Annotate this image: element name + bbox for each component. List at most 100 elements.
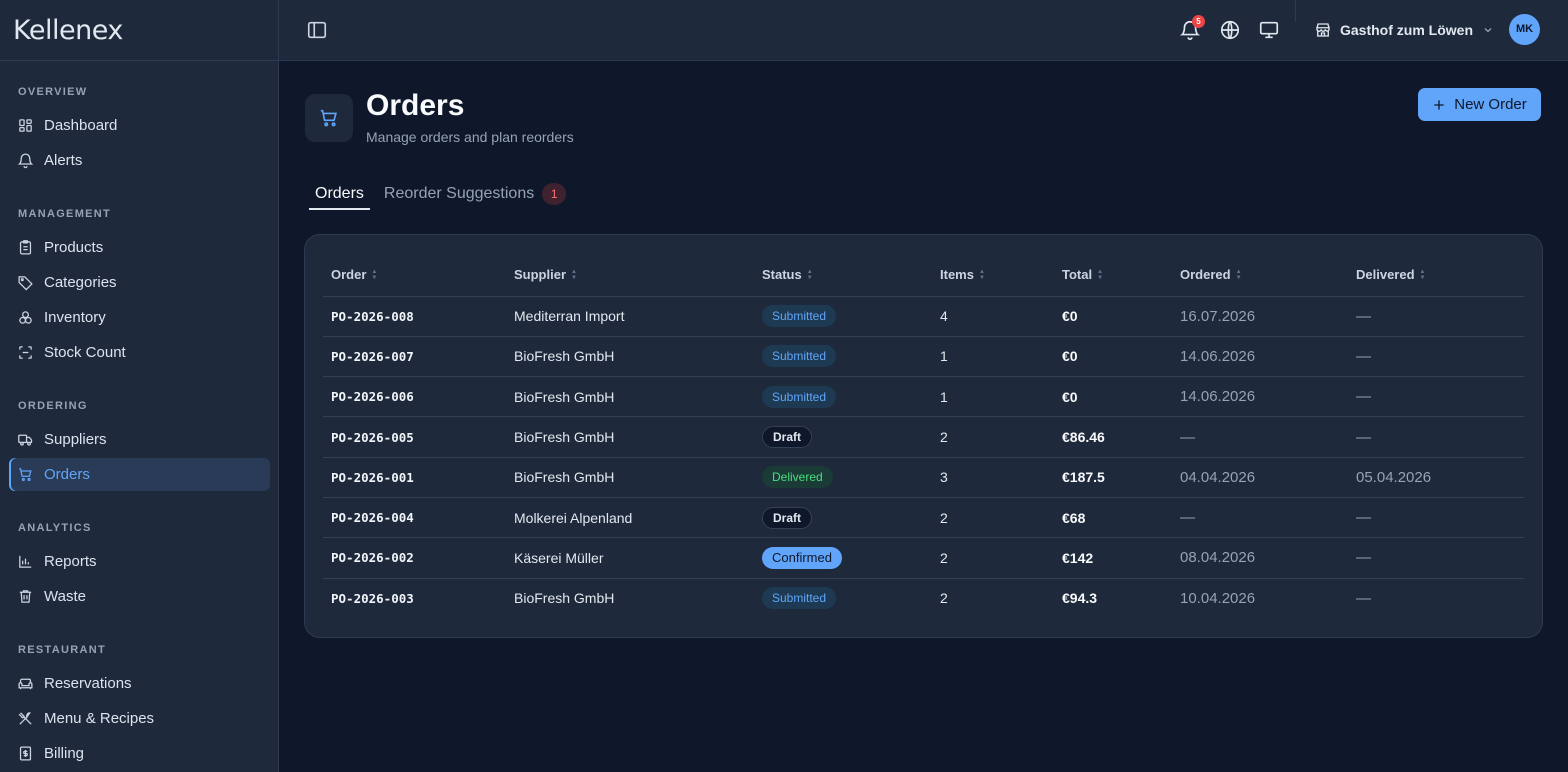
sidebar-item-menu-and-recipes[interactable]: Menu & Recipes — [9, 702, 270, 735]
delivered-date: — — [1348, 497, 1524, 539]
cart-icon — [19, 468, 32, 482]
sidebar-item-label: Inventory — [44, 309, 106, 326]
sidebar-section-restaurant: RESTAURANT Reservations Menu & Recipes Bill… — [9, 642, 270, 772]
order-id[interactable]: PO-2026-005 — [323, 416, 506, 458]
ordered-date: 10.04.2026 — [1180, 589, 1256, 607]
status-cell: Submitted — [754, 336, 932, 378]
items-count: 4 — [932, 296, 1054, 337]
ordered-date: 08.04.2026 — [1172, 537, 1348, 579]
sidebar-section-ordering: ORDERING Suppliers Orders — [9, 398, 270, 493]
sidebar-item-stock-count[interactable]: Stock Count — [9, 336, 270, 369]
sidebar-item-label: Suppliers — [44, 431, 107, 448]
table-row[interactable]: PO-2026-008 Mediterran Import Submitted 4 €0… — [323, 296, 1524, 337]
order-id[interactable]: PO-2026-004 — [323, 497, 506, 539]
delivered-date: — — [1348, 376, 1524, 418]
status-badge: Submitted — [762, 305, 837, 328]
order-id[interactable]: PO-2026-007 — [323, 336, 506, 378]
table-row[interactable]: PO-2026-007 BioFresh GmbH Submitted 1 €0 14.0… — [323, 336, 1524, 378]
sidebar-item-label: Dashboard — [44, 117, 118, 134]
supplier-name: Käserei Müller — [506, 537, 754, 579]
column-header-status[interactable]: Status ▲ ▼ — [754, 253, 932, 297]
status-cell: Submitted — [754, 376, 932, 418]
table-row[interactable]: PO-2026-001 BioFresh GmbH Delivered 3 €187.5… — [323, 457, 1524, 498]
sidebar-item-reports[interactable]: Reports — [9, 545, 270, 578]
delivered-date: — — [1348, 416, 1524, 458]
table-row[interactable]: PO-2026-004 Molkerei Alpenland Draft 2 €68— — — [323, 497, 1524, 539]
table-row[interactable]: PO-2026-006 BioFresh GmbH Submitted 1 €0 14.0… — [323, 376, 1524, 418]
tab-reorder-suggestions[interactable]: Reorder Suggestions 1 — [378, 179, 572, 209]
orders-table: Order ▲ ▼ Supplier ▲ ▼ Status ▲ ▼ Items ▲ ▼ Total ▲ ▼ O… — [323, 253, 1524, 618]
order-id[interactable]: PO-2026-002 — [323, 537, 506, 579]
items-count: 1 — [932, 376, 1054, 418]
status-badge: Submitted — [762, 385, 837, 408]
order-id[interactable]: PO-2026-008 — [323, 296, 506, 337]
items-count: 2 — [932, 537, 1054, 579]
topbar-divider — [1295, 0, 1296, 22]
page-header-icon — [305, 94, 353, 142]
column-header-label: Total — [1062, 266, 1093, 282]
topbar: 5 Gasthof zum Löwen MK — [279, 0, 1568, 61]
sidebar-item-alerts[interactable]: Alerts — [9, 144, 270, 177]
truck-icon — [18, 434, 33, 446]
column-header-ordered[interactable]: Ordered ▲ ▼ — [1172, 253, 1348, 297]
column-header-total[interactable]: Total ▲ ▼ — [1054, 253, 1172, 297]
table-row[interactable]: PO-2026-002 Käserei Müller Confirmed 2 €142 0… — [323, 537, 1524, 579]
supplier-name: BioFresh GmbH — [506, 376, 754, 418]
tab-label: Reorder Suggestions — [383, 185, 535, 202]
user-avatar[interactable]: MK — [1509, 14, 1540, 45]
sidebar-toggle-icon[interactable] — [306, 19, 328, 41]
reorder-count-badge: 1 — [542, 183, 567, 205]
status-cell: Submitted — [754, 578, 932, 618]
language-globe-icon[interactable] — [1219, 19, 1241, 41]
delivered-date: — — [1348, 336, 1524, 378]
supplier-name: BioFresh GmbH — [506, 336, 754, 378]
page-title: Orders — [366, 89, 465, 122]
status-badge: Draft — [762, 506, 813, 529]
sidebar-item-dashboard[interactable]: Dashboard — [9, 109, 270, 142]
venue-name: Gasthof zum Löwen — [1340, 22, 1473, 38]
sidebar-item-inventory[interactable]: Inventory — [9, 301, 270, 334]
bar-chart-icon — [19, 555, 32, 568]
order-id[interactable]: PO-2026-001 — [323, 457, 506, 498]
sidebar-item-orders[interactable]: Orders — [9, 458, 270, 491]
column-header-label: Items — [940, 266, 974, 282]
trash-icon — [19, 590, 32, 603]
bell-icon — [1179, 21, 1201, 40]
ordered-date: 16.07.2026 — [1172, 296, 1348, 337]
sidebar-item-products[interactable]: Products — [9, 231, 270, 264]
order-id[interactable]: PO-2026-003 — [331, 590, 414, 606]
items-count: 2 — [940, 590, 948, 607]
display-monitor-icon[interactable] — [1258, 19, 1280, 41]
brand-logo[interactable]: Kellenex — [0, 0, 278, 61]
column-header-delivered[interactable]: Delivered ▲ ▼ — [1348, 253, 1524, 297]
order-id[interactable]: PO-2026-006 — [323, 376, 506, 418]
table-row[interactable]: PO-2026-005 BioFresh GmbH Draft 2 €86.46— — — [323, 416, 1524, 458]
column-header-order[interactable]: Order ▲ ▼ — [323, 253, 506, 297]
sidebar-item-waste[interactable]: Waste — [9, 580, 270, 613]
ordered-date: 14.06.2026 — [1172, 336, 1348, 378]
order-total: €0 — [1054, 296, 1172, 337]
table-row[interactable]: PO-2026-003 BioFresh GmbH Submitted 2 €94.3 1… — [323, 578, 1524, 618]
sort-icon: ▲ ▼ — [371, 269, 378, 282]
notifications-button[interactable]: 5 — [1179, 15, 1205, 41]
tab-orders[interactable]: Orders — [309, 179, 370, 210]
main-content: Orders Manage orders and plan reorders N… — [279, 61, 1568, 772]
status-badge: Submitted — [762, 587, 837, 610]
sort-icon: ▲ ▼ — [806, 269, 813, 282]
sidebar-item-categories[interactable]: Categories — [9, 266, 270, 299]
new-order-button[interactable]: New Order — [1418, 88, 1541, 121]
venue-selector[interactable]: Gasthof zum Löwen — [1314, 18, 1494, 42]
sidebar-item-label: Waste — [44, 588, 86, 605]
supplier-name: BioFresh GmbH — [514, 590, 615, 607]
column-header-supplier[interactable]: Supplier ▲ ▼ — [506, 253, 754, 297]
orders-table-card: Order ▲ ▼ Supplier ▲ ▼ Status ▲ ▼ Items ▲ ▼ Total ▲ ▼ O… — [304, 234, 1543, 638]
sort-icon: ▲ ▼ — [1419, 269, 1426, 282]
new-order-label: New Order — [1454, 96, 1527, 113]
sidebar-item-label: Products — [44, 239, 104, 256]
sidebar-item-reservations[interactable]: Reservations — [9, 667, 270, 700]
column-header-items[interactable]: Items ▲ ▼ — [932, 253, 1054, 297]
order-total: €187.5 — [1054, 457, 1172, 498]
boxes-icon — [19, 311, 32, 324]
sidebar-item-suppliers[interactable]: Suppliers — [9, 423, 270, 456]
sidebar-item-billing[interactable]: Billing — [9, 737, 270, 770]
